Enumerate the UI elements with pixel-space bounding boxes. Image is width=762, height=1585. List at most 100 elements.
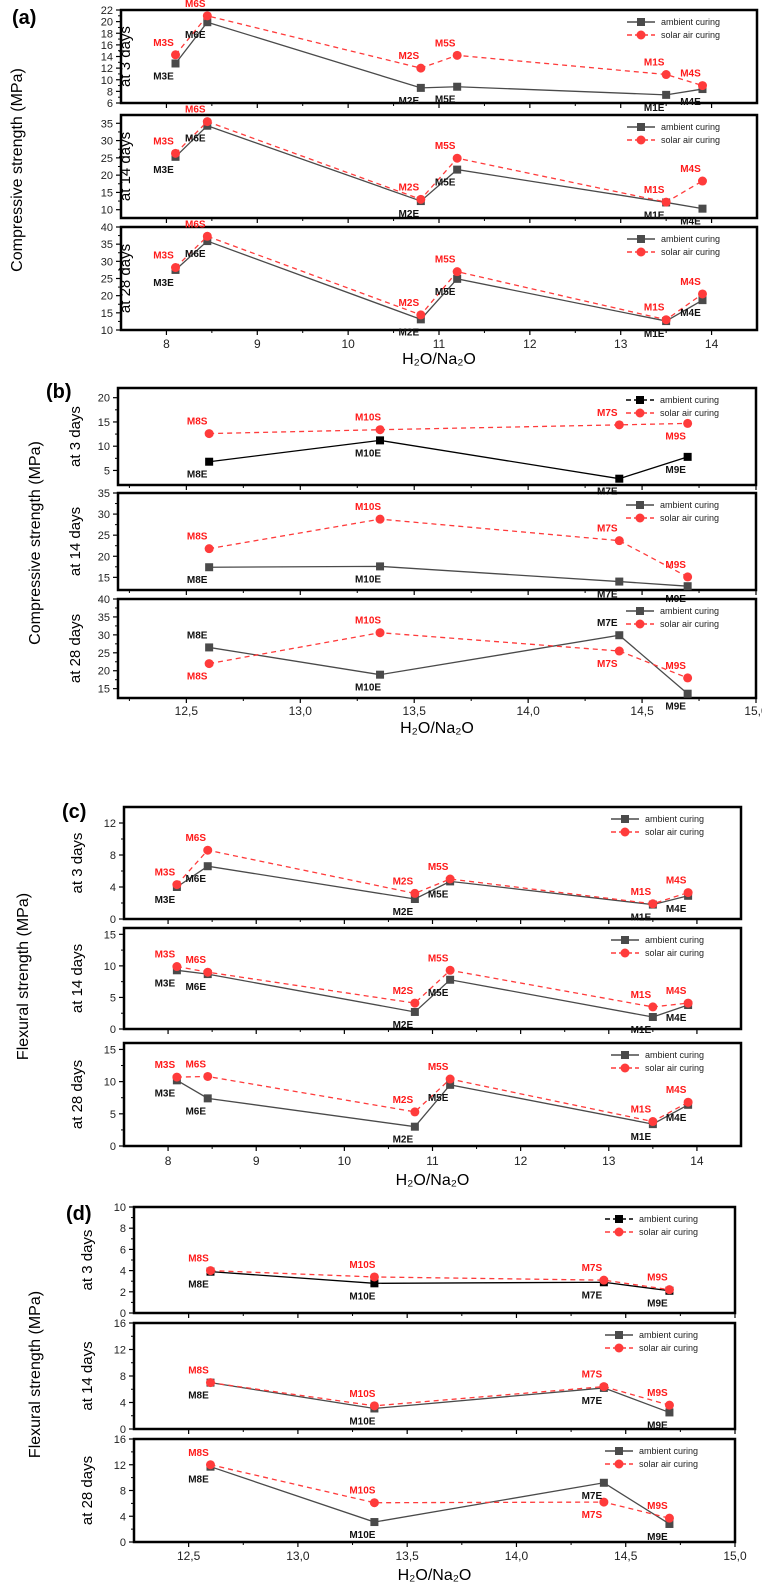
solar-data-point <box>614 646 624 656</box>
solar-data-point <box>697 176 707 186</box>
solar-point-label: M5S <box>435 255 456 266</box>
solar-data-point <box>445 1074 455 1084</box>
solar-point-label: M1S <box>631 990 652 1001</box>
y-tick-label: 20 <box>98 666 110 678</box>
legend-ambient-marker <box>615 1215 623 1223</box>
solar-point-label: M3S <box>153 136 174 147</box>
solar-point-label: M8S <box>187 672 208 683</box>
solar-data-point <box>416 194 426 204</box>
legend-solar-label: solar air curing <box>660 513 719 523</box>
ambient-point-label: M7E <box>582 1290 603 1301</box>
chart-panel-2: (c) Flexural strength (MPa) at 3 days 0 4 8 12… <box>15 801 743 1189</box>
solar-data-point <box>614 420 624 430</box>
y-tick-label: 4 <box>110 882 116 894</box>
subplot-label: at 28 days <box>117 244 134 313</box>
legend-ambient-marker <box>636 501 644 509</box>
legend-ambient-marker <box>637 235 645 243</box>
subplot-1: at 14 days 0 5 10 15 M3E M3S M6E M6S M2E M2S M5E M5S… <box>69 926 743 1036</box>
ambient-point-label: M2E <box>393 1020 414 1031</box>
y-tick-label: 0 <box>110 914 116 926</box>
subplot-label: at 3 days <box>117 26 134 87</box>
solar-point-label: M8S <box>188 1448 209 1459</box>
y-tick-label: 35 <box>101 239 113 251</box>
x-tick-label: 15,0 <box>744 704 762 718</box>
ambient-point-label: M1E <box>631 1132 652 1143</box>
legend-ambient-marker <box>636 607 644 615</box>
subplot-label: at 3 days <box>69 833 86 894</box>
legend-solar-label: solar air curing <box>645 948 704 958</box>
subplot-0: at 3 days5101520M8EM8SM10EM10SM7EM7SM9EM… <box>67 386 758 498</box>
y-tick-label: 5 <box>110 992 116 1004</box>
ambient-series-line <box>209 439 688 480</box>
solar-data-point <box>203 967 213 977</box>
y-tick-label: 12 <box>104 818 116 830</box>
y-tick-label: 15 <box>98 684 110 696</box>
solar-point-label: M6S <box>185 219 206 230</box>
solar-point-label: M8S <box>187 532 208 543</box>
solar-point-label: M4S <box>666 986 687 997</box>
plot-frame <box>116 597 758 700</box>
solar-point-label: M4S <box>680 164 701 175</box>
chart-panel-3: (d) Flexural strength (MPa) at 3 days 0 2 4 6 8… <box>27 1202 747 1584</box>
y-tick-label: 15 <box>101 308 113 320</box>
solar-data-point <box>648 899 658 909</box>
y-tick-label: 12 <box>114 1345 126 1357</box>
ambient-point-label: M5E <box>435 95 456 106</box>
solar-point-label: M1S <box>644 58 665 69</box>
ambient-data-point <box>416 83 425 92</box>
ambient-point-label: M3E <box>153 165 174 176</box>
subplot-label: at 3 days <box>67 406 84 467</box>
x-axis-label: H₂O/Na₂O <box>396 1172 470 1189</box>
solar-data-point <box>205 1266 215 1276</box>
solar-series-line <box>209 422 688 435</box>
y-tick-label: 10 <box>101 325 113 337</box>
legend: ambient curing solar air curing <box>626 395 719 418</box>
y-tick-label: 22 <box>101 5 113 17</box>
panel-letter: (c) <box>62 801 86 823</box>
ambient-point-label: M3E <box>155 978 176 989</box>
solar-data-point <box>202 117 212 127</box>
y-tick-label: 10 <box>114 1202 126 1214</box>
y-tick-label: 15 <box>104 1044 116 1056</box>
x-tick-label: 14 <box>705 337 719 351</box>
y-tick-label: 20 <box>101 17 113 29</box>
ambient-point-label: M6E <box>185 1106 206 1117</box>
solar-data-point <box>410 998 420 1008</box>
ambient-data-point <box>453 165 462 174</box>
y-tick-label: 4 <box>120 1398 126 1410</box>
legend-ambient-marker <box>637 18 645 26</box>
legend-solar-marker <box>620 827 630 837</box>
subplot-0: at 3 days 0 4 8 12 M3E M3S M6E M6S M2E M2S M5E M5S M1… <box>69 805 743 926</box>
solar-data-point <box>171 50 181 60</box>
ambient-series-line <box>176 969 689 1018</box>
ambient-data-point <box>410 1122 419 1131</box>
legend-solar-label: solar air curing <box>639 1459 698 1469</box>
solar-point-label: M1S <box>631 887 652 898</box>
solar-data-point <box>683 418 693 428</box>
x-tick-label: 14 <box>690 1154 704 1168</box>
legend: ambient curing solar air curing <box>626 606 719 629</box>
solar-data-point <box>445 874 455 884</box>
legend-solar-marker <box>636 135 646 145</box>
ambient-data-point <box>648 1013 657 1022</box>
legend-solar-label: solar air curing <box>639 1343 698 1353</box>
solar-data-point <box>369 1401 379 1411</box>
ambient-point-label: M8E <box>188 1280 209 1291</box>
legend: ambient curing solar air curing <box>605 1330 698 1353</box>
subplot-0: at 3 days 0 2 4 6 8 10 M8E M8S M10E M10S M7E M7S M9E M… <box>79 1202 737 1320</box>
solar-series-line <box>209 518 688 578</box>
solar-data-point <box>683 572 693 582</box>
legend-ambient-label: ambient curing <box>639 1446 698 1456</box>
solar-data-point <box>202 231 212 241</box>
ambient-data-point <box>683 452 692 461</box>
solar-data-point <box>683 673 693 683</box>
solar-point-label: M1S <box>631 1105 652 1116</box>
solar-data-point <box>171 148 181 158</box>
legend-ambient-label: ambient curing <box>645 814 704 824</box>
solar-series-line <box>210 1269 670 1291</box>
ambient-point-label: M6E <box>185 982 206 993</box>
y-tick-label: 0 <box>120 1308 126 1320</box>
ambient-point-label: M3E <box>155 1088 176 1099</box>
ambient-point-label: M1E <box>631 913 652 924</box>
